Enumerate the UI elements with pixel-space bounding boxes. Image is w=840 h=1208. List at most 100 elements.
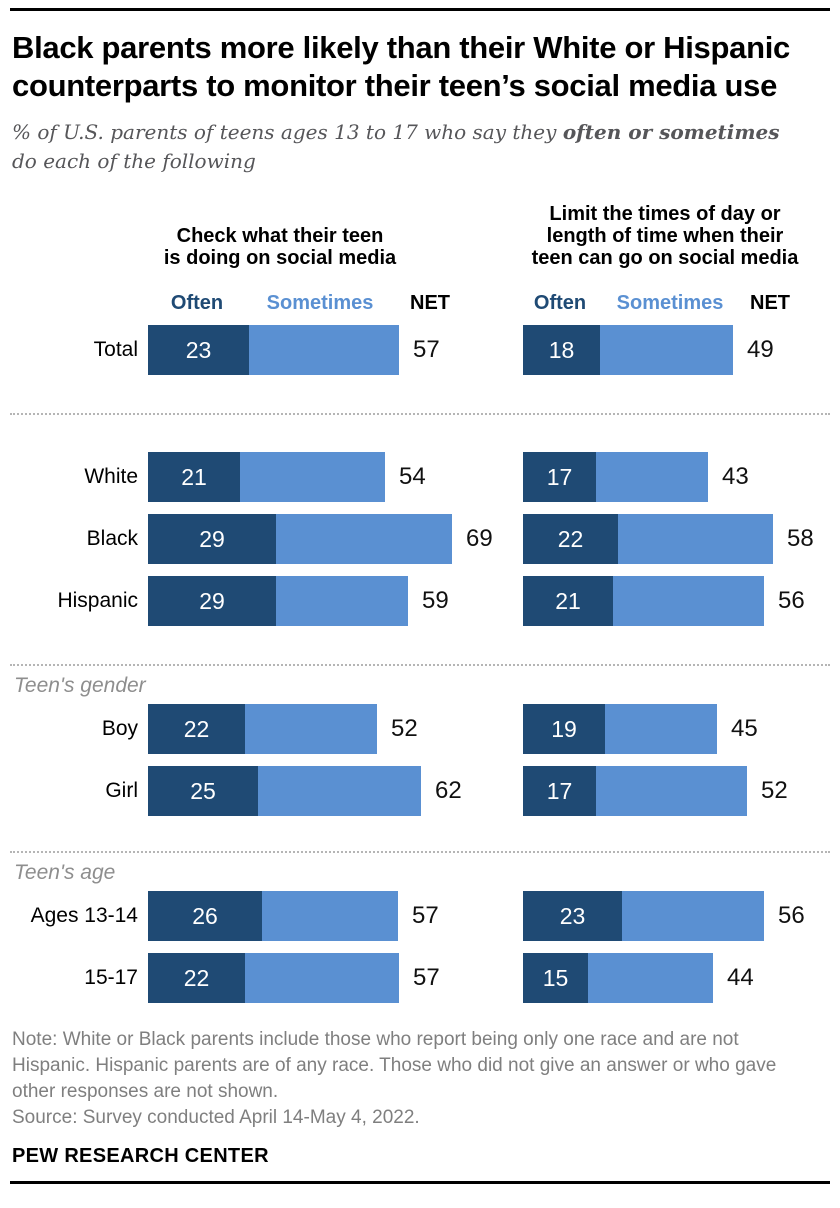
left-chart-cell: 21 54 [148, 452, 523, 502]
right-chart-cell: 15 44 [523, 953, 830, 1003]
net-value: 59 [422, 587, 449, 614]
page-title-line2: counterparts to monitor their teen’s soc… [12, 68, 778, 103]
left-chart-cell: 22 52 [148, 704, 523, 754]
often-segment: 22 [523, 514, 618, 564]
often-segment: 21 [148, 452, 240, 502]
often-segment: 15 [523, 953, 588, 1003]
sometimes-segment [605, 704, 717, 754]
page-subtitle: % of U.S. parents of teens ages 13 to 17… [12, 118, 828, 176]
often-segment: 17 [523, 766, 596, 816]
row-label: Total [93, 338, 138, 361]
subtitle-line2: do each of the following [12, 149, 256, 173]
left-chart-title-line1: Check what their teen [176, 225, 384, 247]
stacked-bar: 26 [148, 891, 398, 941]
pew-wordmark: PEW RESEARCH CENTER [12, 1145, 269, 1167]
table-row: Black 29 69 22 58 [10, 514, 830, 564]
right-chart-cell: 19 45 [523, 704, 830, 754]
stacked-bar: 23 [523, 891, 764, 941]
net-value: 62 [435, 777, 462, 804]
stacked-bar: 21 [148, 452, 385, 502]
right-chart-title-line2: length of time when their [546, 225, 784, 247]
legend-sometimes-left: Sometimes [266, 292, 374, 314]
sometimes-segment [249, 325, 399, 375]
page-title-line1: Black parents more likely than their Whi… [12, 30, 790, 65]
right-chart-cell: 17 43 [523, 452, 830, 502]
often-value: 23 [559, 902, 586, 929]
net-value: 49 [747, 336, 774, 363]
stacked-bar: 18 [523, 325, 733, 375]
subtitle-bold: often or sometimes [562, 120, 780, 144]
stacked-bar: 25 [148, 766, 421, 816]
right-chart-cell: 22 58 [523, 514, 830, 564]
row-label: 15-17 [84, 966, 138, 989]
net-value: 52 [761, 777, 788, 804]
often-segment: 25 [148, 766, 258, 816]
net-value: 56 [778, 587, 805, 614]
sometimes-segment [613, 576, 764, 626]
often-value: 15 [542, 964, 569, 991]
note-line2: Hispanic. Hispanic parents are of any ra… [12, 1055, 777, 1076]
stacked-bar: 29 [148, 576, 408, 626]
often-segment: 22 [148, 953, 245, 1003]
section-total: Total 23 57 18 49 [10, 325, 830, 413]
page-title: Black parents more likely than their Whi… [12, 29, 828, 105]
net-value: 57 [413, 964, 440, 991]
table-row: Hispanic 29 59 21 56 [10, 576, 830, 626]
often-segment: 26 [148, 891, 262, 941]
top-rule [10, 8, 830, 11]
section-label-age: Teen's age [14, 861, 116, 884]
net-value: 45 [731, 715, 758, 742]
right-chart-title-line3: teen can go on social media [531, 247, 799, 269]
left-chart-title: Check what their teen is doing on social … [120, 225, 440, 269]
sometimes-segment [258, 766, 421, 816]
right-chart-cell: 17 52 [523, 766, 830, 816]
table-row: Boy 22 52 19 45 [10, 704, 830, 754]
often-value: 18 [548, 336, 575, 363]
column-headers: Check what their teen is doing on social … [0, 203, 840, 292]
sometimes-segment [245, 953, 399, 1003]
sometimes-segment [588, 953, 713, 1003]
source-line: Source: Survey conducted April 14-May 4,… [12, 1107, 420, 1128]
sometimes-segment [262, 891, 398, 941]
section-race: White 21 54 17 43 Black 29 69 22 58 Hispanic 29 59 21… [10, 413, 830, 664]
sometimes-segment [618, 514, 773, 564]
sometimes-segment [276, 514, 452, 564]
left-chart-title-line2: is doing on social media [163, 247, 397, 269]
note-line3: other responses are not shown. [12, 1081, 279, 1102]
often-value: 23 [185, 336, 212, 363]
stacked-bar: 19 [523, 704, 717, 754]
left-chart-cell: 22 57 [148, 953, 523, 1003]
net-value: 57 [412, 902, 439, 929]
stacked-bar: 17 [523, 766, 747, 816]
legend-net-right: NET [750, 292, 790, 314]
chart-body: Total 23 57 18 49 White 21 54 17 43 Black 29 69 22 58 H… [0, 325, 840, 1003]
bottom-rule [10, 1181, 830, 1184]
right-chart-cell: 18 49 [523, 325, 830, 375]
right-chart-title-line1: Limit the times of day or [549, 203, 781, 225]
often-value: 21 [181, 463, 207, 490]
section-label-gender: Teen's gender [14, 674, 146, 697]
table-row: Total 23 57 18 49 [10, 325, 830, 375]
net-value: 69 [466, 525, 493, 552]
sometimes-segment [245, 704, 377, 754]
often-segment: 29 [148, 514, 276, 564]
often-value: 29 [199, 525, 225, 552]
stacked-bar: 22 [148, 953, 399, 1003]
row-label: Black [86, 527, 138, 550]
net-value: 52 [391, 715, 418, 742]
sometimes-segment [600, 325, 733, 375]
row-label: White [84, 465, 138, 488]
stacked-bar: 21 [523, 576, 764, 626]
table-row: 15-17 22 57 15 44 [10, 953, 830, 1003]
table-row: White 21 54 17 43 [10, 452, 830, 502]
pew-chart-page: Black parents more likely than their Whi… [0, 8, 840, 1184]
source-text: Source: Survey conducted April 14-May 4,… [12, 1105, 828, 1131]
left-chart-cell: 25 62 [148, 766, 523, 816]
left-chart-cell: 29 69 [148, 514, 523, 564]
often-value: 25 [190, 777, 216, 804]
note-line1: Note: White or Black parents include tho… [12, 1029, 739, 1050]
stacked-bar: 15 [523, 953, 713, 1003]
net-value: 43 [722, 463, 749, 490]
legend-often-right: Often [533, 292, 587, 314]
often-value: 21 [555, 587, 581, 614]
